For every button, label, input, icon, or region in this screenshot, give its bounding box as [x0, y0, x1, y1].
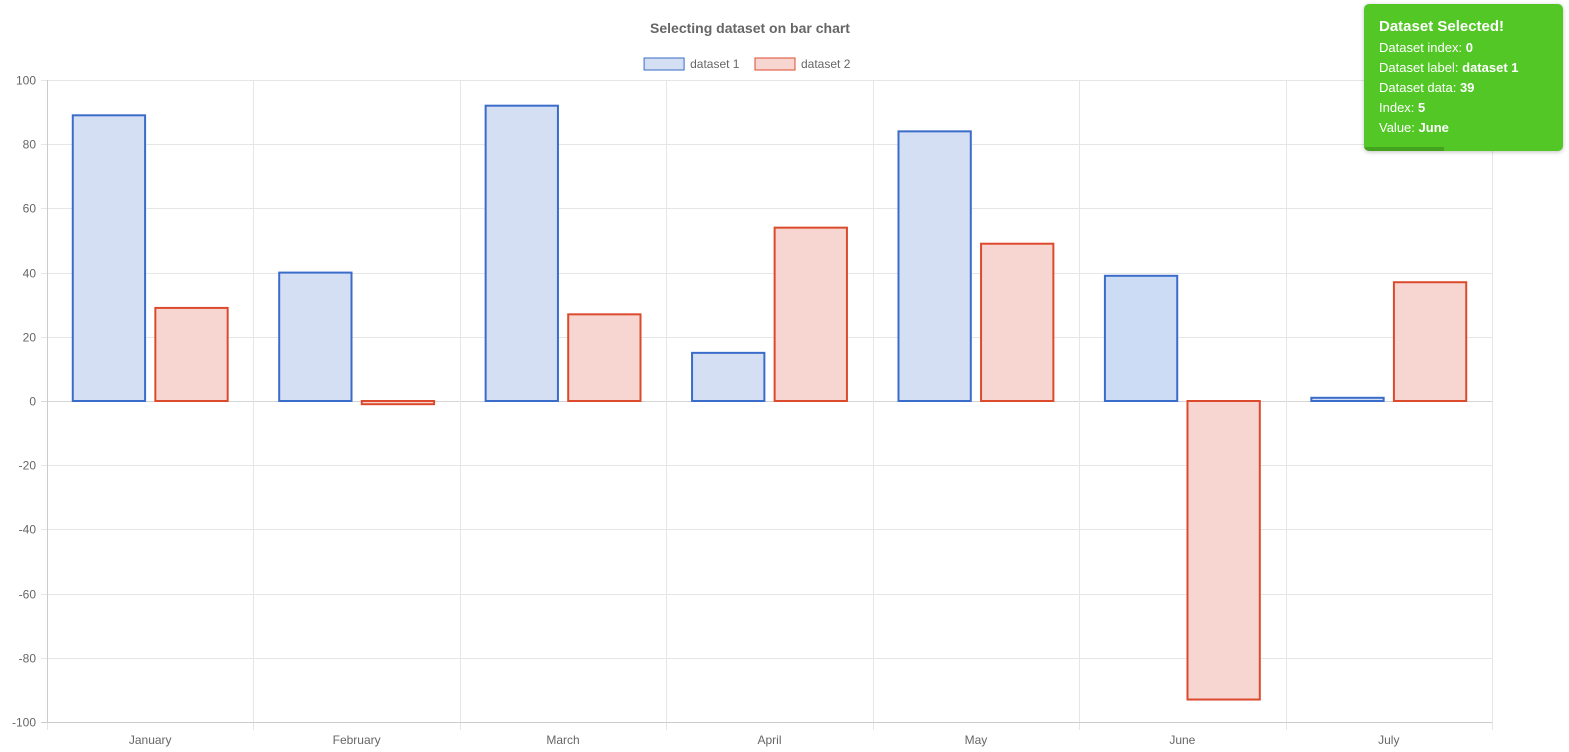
dataset-selected-toast[interactable]: Dataset Selected! Dataset index: 0 Datas… — [1364, 4, 1563, 151]
x-tick-label: February — [333, 733, 381, 747]
chart-legend: dataset 1 dataset 2 — [643, 57, 851, 71]
toast-title: Dataset Selected! — [1379, 18, 1505, 35]
toast-label: Dataset label: — [1379, 60, 1459, 75]
legend-label: dataset 2 — [801, 57, 851, 71]
y-tick-label: 40 — [23, 267, 37, 281]
y-tick-label: -40 — [19, 523, 37, 537]
y-tick-label: 0 — [29, 395, 36, 409]
legend-swatch — [643, 57, 685, 71]
y-tick-label: 60 — [23, 202, 37, 216]
toast-row-dataset-label: Dataset label: dataset 1 — [1379, 58, 1548, 78]
legend-item-dataset-2[interactable]: dataset 2 — [754, 57, 851, 71]
y-tick-label: -20 — [19, 459, 37, 473]
bar-2-may[interactable] — [980, 242, 1055, 402]
chart-bars — [71, 104, 1468, 701]
x-axis: January February March April May June July — [129, 733, 1400, 747]
y-tick-label: -100 — [12, 716, 36, 730]
bar-2-march[interactable] — [567, 313, 642, 402]
toast-value: 5 — [1418, 100, 1426, 115]
toast-row-dataset-data: Dataset data: 39 — [1379, 78, 1548, 98]
toast-label: Index: — [1379, 100, 1415, 115]
bar-1-july[interactable] — [1310, 396, 1385, 403]
x-tick-label: April — [757, 733, 781, 747]
toast-row-dataset-index: Dataset index: 0 — [1379, 38, 1548, 58]
bar-1-march[interactable] — [484, 104, 559, 403]
toast-label: Dataset index: — [1379, 40, 1463, 55]
toast-value: dataset 1 — [1462, 60, 1519, 75]
bar-1-may[interactable] — [897, 130, 972, 403]
chart-title: Selecting dataset on bar chart — [650, 20, 850, 36]
toast-row-index: Index: 5 — [1379, 98, 1548, 118]
bar-2-april[interactable] — [773, 226, 848, 402]
y-axis: 100 80 60 40 20 0 -20 -40 -60 -80 -100 — [12, 74, 36, 730]
toast-progress-bar — [1364, 147, 1444, 151]
toast-row-value: Value: June — [1379, 118, 1548, 138]
bar-2-june[interactable] — [1186, 400, 1261, 701]
bar-1-april[interactable] — [691, 351, 766, 403]
toast-label: Value: — [1379, 120, 1415, 135]
y-tick-label: 100 — [16, 74, 36, 88]
bar-2-january[interactable] — [154, 306, 229, 402]
bar-1-june[interactable] — [1103, 274, 1179, 402]
toast-value: 39 — [1459, 80, 1475, 95]
legend-label: dataset 1 — [690, 57, 740, 71]
toast-value: 0 — [1465, 40, 1473, 55]
toast-value: June — [1418, 120, 1449, 135]
toast-label: Dataset data: — [1379, 80, 1457, 95]
bar-1-february[interactable] — [278, 271, 353, 402]
x-tick-label: May — [965, 733, 988, 747]
x-tick-label: June — [1169, 733, 1195, 747]
y-tick-label: 80 — [23, 138, 37, 152]
y-tick-label: -60 — [19, 588, 37, 602]
bar-1-january[interactable] — [71, 114, 147, 402]
legend-swatch — [754, 57, 796, 71]
y-tick-label: -80 — [19, 652, 37, 666]
x-tick-label: January — [129, 733, 172, 747]
x-tick-label: March — [546, 733, 579, 747]
x-tick-label: July — [1378, 733, 1399, 747]
bar-2-july[interactable] — [1392, 281, 1468, 403]
legend-item-dataset-1[interactable]: dataset 1 — [643, 57, 740, 71]
y-tick-label: 20 — [23, 331, 37, 345]
bar-2-february[interactable] — [360, 400, 436, 406]
chart-grid — [41, 80, 1493, 730]
